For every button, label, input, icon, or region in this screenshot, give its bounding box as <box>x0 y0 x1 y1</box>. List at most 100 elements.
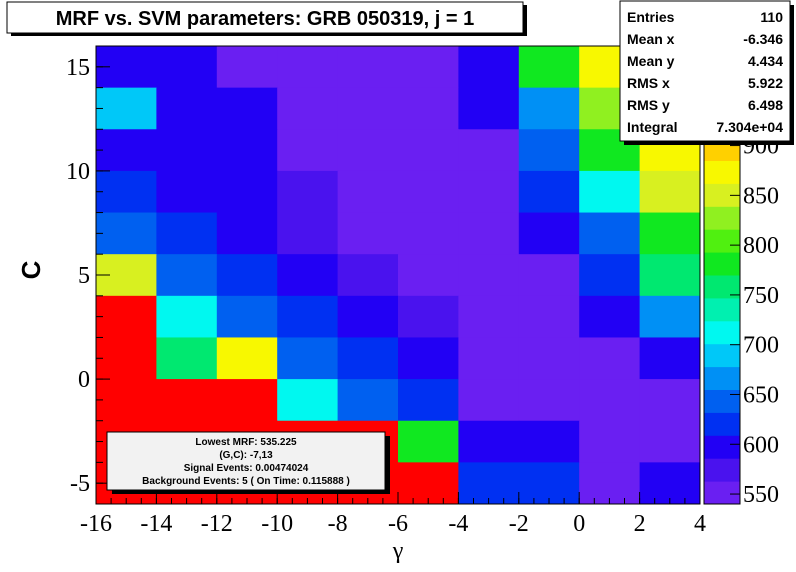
heatmap-cell <box>277 87 339 130</box>
info-background: Background Events: 5 ( On Time: 0.115888… <box>142 476 350 487</box>
heatmap-cell <box>639 170 701 214</box>
heatmap-cell <box>277 337 339 380</box>
heatmap-cell <box>216 379 278 422</box>
heatmap-cell <box>337 212 399 255</box>
heatmap-cell <box>458 295 520 338</box>
y-tick-label: 5 <box>78 263 90 289</box>
stats-label: Mean y <box>627 53 675 69</box>
heatmap-cell <box>277 46 339 89</box>
heatmap-cell <box>639 295 701 338</box>
heatmap-cell <box>216 170 278 214</box>
heatmap-cell <box>518 295 580 338</box>
heatmap-cell <box>277 379 339 422</box>
heatmap-cell <box>337 337 399 380</box>
color-scale-label: 800 <box>743 233 779 259</box>
y-tick-label: 10 <box>66 159 90 185</box>
heatmap-cell <box>458 254 520 297</box>
x-tick-label: -16 <box>80 511 112 537</box>
heatmap-cell <box>337 170 399 214</box>
stats-value: 4.434 <box>748 53 783 69</box>
stats-value: 5.922 <box>748 75 783 91</box>
chart-title: MRF vs. SVM parameters: GRB 050319, j = … <box>56 8 475 30</box>
heatmap-cell <box>579 295 641 338</box>
x-tick-label: -10 <box>261 511 293 537</box>
y-axis: -5 0 5 10 15 <box>66 45 110 505</box>
heatmap-cell <box>337 87 399 130</box>
color-scale-label: 600 <box>743 432 779 458</box>
x-tick-label: -8 <box>328 511 348 537</box>
heatmap-cell <box>458 420 520 463</box>
heatmap-cell <box>96 129 157 172</box>
heatmap-cell <box>277 212 339 255</box>
heatmap-cell <box>639 254 701 297</box>
color-scale-step <box>704 389 740 413</box>
heatmap-cell <box>639 337 701 380</box>
stats-label: Mean x <box>627 31 675 47</box>
heatmap-cell <box>458 379 520 422</box>
y-tick-label: -5 <box>70 471 90 497</box>
heatmap-cell <box>156 254 218 297</box>
color-scale-label: 700 <box>743 333 779 359</box>
heatmap-cell <box>398 462 459 505</box>
heatmap-cell <box>156 212 218 255</box>
heatmap-cell <box>458 46 520 89</box>
heatmap-cell <box>398 46 459 89</box>
heatmap-cell <box>579 170 641 214</box>
heatmap-cell <box>96 379 157 422</box>
x-tick-label: -6 <box>388 511 408 537</box>
heatmap-cell <box>156 46 218 89</box>
heatmap-cell <box>337 379 399 422</box>
color-scale-step <box>704 183 740 207</box>
heatmap-cell <box>156 170 218 214</box>
color-scale-step <box>704 481 740 505</box>
heatmap-cell <box>96 212 157 255</box>
heatmap-cell <box>156 337 218 380</box>
y-axis-label: C <box>16 260 46 279</box>
heatmap-cell <box>579 337 641 380</box>
heatmap-cell <box>96 337 157 380</box>
heatmap-cell <box>518 420 580 463</box>
heatmap-cell <box>458 462 520 505</box>
heatmap-cell <box>518 337 580 380</box>
heatmap-cell <box>337 129 399 172</box>
heatmap-cell <box>639 212 701 255</box>
heatmap-cell <box>639 379 701 422</box>
color-scale-step <box>704 160 740 184</box>
stats-value: -6.346 <box>743 31 783 47</box>
color-scale-label: 650 <box>743 382 779 408</box>
color-scale-label: 750 <box>743 283 779 309</box>
heatmap-cell <box>96 295 157 338</box>
x-axis: -16 -14 -12 -10 -8 -6 -4 -2 0 2 4 <box>80 492 706 537</box>
x-tick-label: 0 <box>573 511 585 537</box>
color-scale-label: 550 <box>743 482 779 508</box>
heatmap-cell <box>579 420 641 463</box>
heatmap-cell <box>216 46 278 89</box>
color-scale-step <box>704 366 740 390</box>
color-scale-step <box>704 275 740 299</box>
heatmap-cell <box>398 379 459 422</box>
x-tick-label: -12 <box>201 511 233 537</box>
heatmap-cell <box>156 87 218 130</box>
heatmap-cell <box>518 379 580 422</box>
heatmap-cell <box>337 46 399 89</box>
color-scale-step <box>704 435 740 459</box>
stats-label: RMS x <box>627 75 670 91</box>
color-scale-step <box>704 229 740 253</box>
color-scale-step <box>704 458 740 482</box>
info-signal: Signal Events: 0.00474024 <box>184 463 309 474</box>
heatmap-cell <box>156 295 218 338</box>
heatmap-cell <box>216 129 278 172</box>
x-tick-label: -2 <box>509 511 529 537</box>
heatmap-cell <box>579 379 641 422</box>
heatmap-cell <box>96 87 157 130</box>
heatmap-cell <box>639 462 701 505</box>
heatmap-cell <box>277 295 339 338</box>
info-box: Lowest MRF: 535.225 (G,C): -7,13 Signal … <box>106 431 390 494</box>
x-axis-label: γ <box>392 538 404 564</box>
stats-box: Entries 110 Mean x -6.346 Mean y 4.434 RMS x 5.… <box>619 0 794 145</box>
heatmap-cell <box>579 212 641 255</box>
heatmap-cell <box>518 46 580 89</box>
color-scale-step <box>704 412 740 436</box>
heatmap-cell <box>96 170 157 214</box>
